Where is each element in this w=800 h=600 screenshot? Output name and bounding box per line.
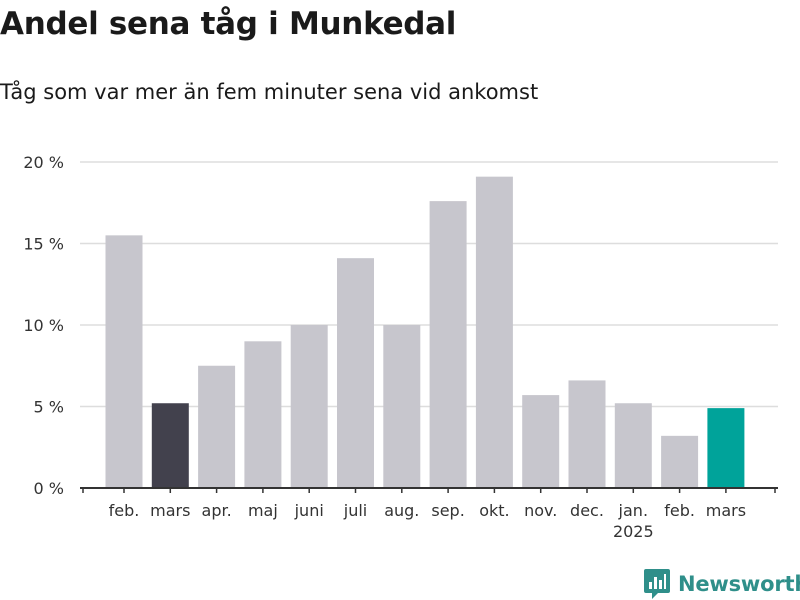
y-tick-label: 5 % (34, 398, 64, 417)
x-tick-label: apr. (202, 501, 232, 520)
x-tick-label: mars (706, 501, 746, 520)
x-tick-sublabel: 2025 (613, 522, 654, 541)
chart-title: Andel sena tåg i Munkedal (0, 6, 457, 42)
x-tick-label: juni (294, 501, 324, 520)
bar (105, 235, 143, 488)
x-tick-label: jan. (618, 501, 648, 520)
x-tick-label: dec. (570, 501, 604, 520)
y-tick-label: 15 % (23, 235, 64, 254)
chart-subtitle: Tåg som var mer än fem minuter sena vid … (0, 80, 539, 104)
x-tick-label: maj (248, 501, 278, 520)
y-tick-label: 0 % (34, 479, 64, 498)
bar (568, 380, 606, 488)
y-tick-label: 10 % (23, 316, 64, 335)
x-tick-label: mars (150, 501, 190, 520)
bar (290, 325, 328, 488)
bar (198, 365, 236, 488)
bar-chart: 0 % 5 % 10 % 15 % 20 % feb. mars apr. maj juni jul… (23, 153, 778, 541)
newsworthy-logo-icon (644, 569, 670, 599)
bar (151, 403, 189, 488)
brand-name: Newsworthy (678, 572, 800, 596)
bar (614, 403, 652, 488)
x-tick-label: sep. (431, 501, 464, 520)
bar (337, 258, 374, 488)
x-tick-label: aug. (384, 501, 419, 520)
brand-logo: Newsworthy (644, 568, 800, 600)
bar (383, 325, 421, 488)
y-tick-label: 20 % (23, 153, 64, 172)
bar (429, 201, 467, 488)
x-tick-label: juli (343, 501, 367, 520)
x-tick-label: okt. (479, 501, 509, 520)
x-tick-label: feb. (664, 501, 695, 520)
bar (707, 408, 745, 488)
bar (522, 395, 560, 488)
bar (244, 341, 282, 488)
x-tick-label: nov. (524, 501, 557, 520)
bar (475, 176, 513, 489)
bar (661, 435, 699, 488)
x-tick-label: feb. (109, 501, 140, 520)
